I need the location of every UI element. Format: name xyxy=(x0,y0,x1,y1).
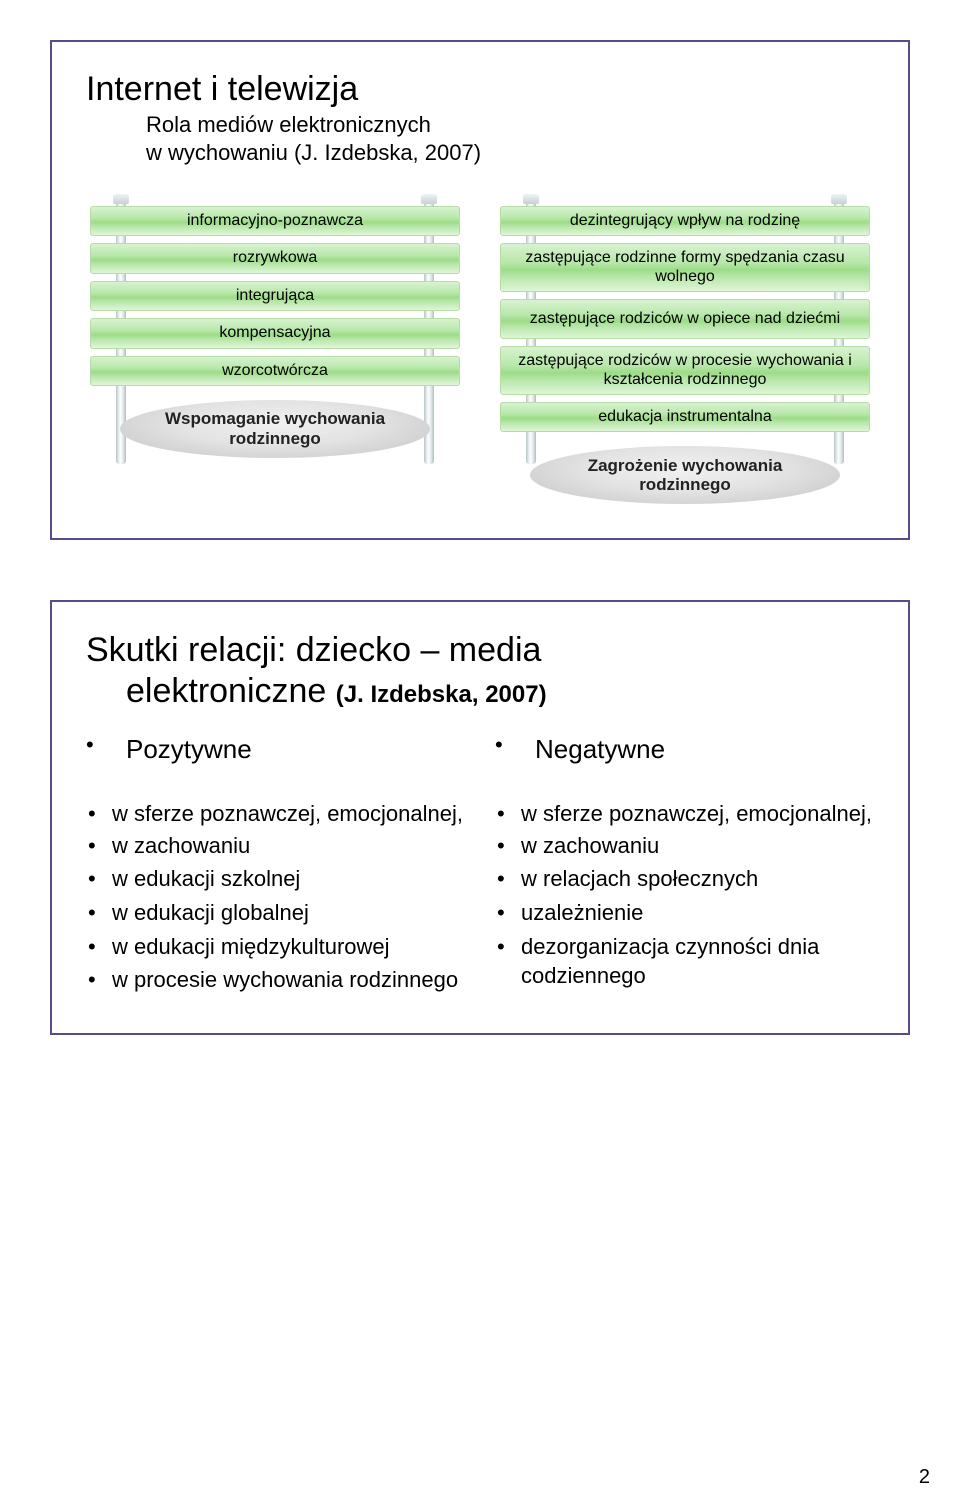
slide1-title: Internet i telewizja xyxy=(86,70,874,109)
list-item: w edukacji szkolnej xyxy=(86,864,465,894)
list-item: w zachowaniu xyxy=(86,831,465,861)
bar-item: edukacja instrumentalna xyxy=(500,402,870,432)
bar-item: informacyjno-poznawcza xyxy=(90,206,460,236)
list-item: w edukacji międzykulturowej xyxy=(86,932,465,962)
left-pedestal: Wspomaganie wychowania rodzinnego xyxy=(120,400,430,458)
bar-item: dezintegrujący wpływ na rodzinę xyxy=(500,206,870,236)
slide2-title: Skutki relacji: dziecko – media elektron… xyxy=(86,630,874,712)
col-heading-positive: Pozytywne xyxy=(86,734,465,765)
list-item: w sferze poznawczej, emocjonalnej, xyxy=(86,799,465,829)
slide-1: Internet i telewizja Rola mediów elektro… xyxy=(50,40,910,540)
slide-2: Skutki relacji: dziecko – media elektron… xyxy=(50,600,910,1035)
bar-item: zastępujące rodzinne formy spędzania cza… xyxy=(500,243,870,292)
slide1-subtitle-line1: Rola mediów elektronicznych xyxy=(146,112,431,137)
slide2-title-citation: (J. Izdebska, 2007) xyxy=(336,681,547,708)
right-pedestal: Zagrożenie wychowania rodzinnego xyxy=(530,446,840,504)
positive-list: w sferze poznawczej, emocjonalnej,w zach… xyxy=(86,799,465,995)
list-item: w edukacji globalnej xyxy=(86,898,465,928)
left-pillar: informacyjno-poznawcza rozrywkowa integr… xyxy=(90,194,460,504)
right-pillar: dezintegrujący wpływ na rodzinę zastępuj… xyxy=(500,194,870,504)
slide1-subtitle-line2: w wychowaniu (J. Izdebska, 2007) xyxy=(146,140,481,165)
list-item: w relacjach społecznych xyxy=(495,864,874,894)
col-heading-negative: Negatywne xyxy=(495,734,874,765)
bar-item: integrująca xyxy=(90,281,460,311)
bar-item: zastępujące rodziców w opiece nad dziećm… xyxy=(500,299,870,339)
slide2-lists: w sferze poznawczej, emocjonalnej,w zach… xyxy=(86,781,874,999)
left-pillar-bars: informacyjno-poznawcza rozrywkowa integr… xyxy=(90,194,460,386)
page-number: 2 xyxy=(919,1466,930,1489)
list-item: w sferze poznawczej, emocjonalnej, xyxy=(495,799,874,829)
negative-list: w sferze poznawczej, emocjonalnej,w zach… xyxy=(495,799,874,991)
slide1-subtitle: Rola mediów elektronicznych w wychowaniu… xyxy=(146,111,874,166)
bar-item: zastępujące rodziców w procesie wychowan… xyxy=(500,346,870,395)
list-item: dezorganizacja czynności dnia codzienneg… xyxy=(495,932,874,991)
slide2-title-line1: Skutki relacji: dziecko – media xyxy=(86,630,874,671)
right-pillar-bars: dezintegrujący wpływ na rodzinę zastępuj… xyxy=(500,194,870,432)
bar-item: wzorcotwórcza xyxy=(90,356,460,386)
slide2-top-row: Pozytywne Negatywne xyxy=(86,734,874,775)
list-item: w zachowaniu xyxy=(495,831,874,861)
list-item: uzależnienie xyxy=(495,898,874,928)
bar-item: rozrywkowa xyxy=(90,243,460,273)
list-item: w procesie wychowania rodzinnego xyxy=(86,965,465,995)
bar-item: kompensacyjna xyxy=(90,318,460,348)
pillar-diagram: informacyjno-poznawcza rozrywkowa integr… xyxy=(86,194,874,504)
slide2-title-line2: elektroniczne xyxy=(126,672,326,710)
